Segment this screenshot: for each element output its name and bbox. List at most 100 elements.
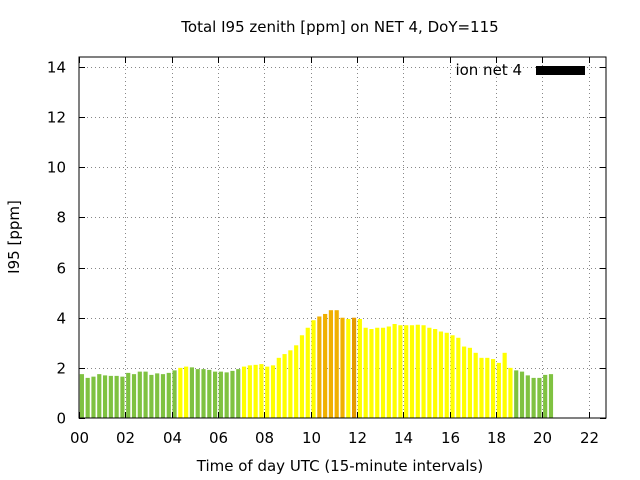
bar [531, 377, 536, 418]
x-tick-label: 12 [348, 429, 367, 447]
bar [386, 326, 391, 418]
bar [375, 327, 380, 418]
y-tick-label: 4 [56, 310, 66, 328]
bar [166, 372, 171, 419]
bar [85, 377, 90, 418]
bar [490, 359, 496, 418]
bar [114, 375, 119, 418]
bar [462, 346, 467, 418]
bar [543, 374, 548, 418]
x-tick-label: 20 [533, 429, 552, 447]
bar [184, 366, 189, 418]
bar [519, 371, 525, 418]
bar [172, 370, 177, 418]
x-tick-label: 22 [580, 429, 599, 447]
bar [160, 374, 166, 418]
bar [450, 335, 455, 418]
x-tick-label: 04 [163, 429, 182, 447]
bar [213, 371, 218, 418]
x-tick-label: 18 [487, 429, 506, 447]
bar [514, 370, 519, 418]
bar [270, 365, 276, 418]
bar [508, 367, 513, 418]
x-tick-label: 02 [116, 429, 135, 447]
y-tick-label: 12 [47, 109, 66, 127]
bar [328, 310, 333, 418]
y-tick-label: 2 [56, 360, 66, 378]
bar [230, 370, 235, 418]
bar [131, 374, 137, 418]
bar [323, 313, 328, 418]
x-tick-label: 10 [302, 429, 321, 447]
bar [79, 374, 84, 418]
bar [398, 325, 403, 418]
bar [102, 375, 108, 418]
bar [120, 376, 125, 418]
bar [369, 329, 374, 418]
bar [548, 374, 554, 418]
bar [97, 374, 102, 418]
bar [236, 369, 241, 418]
bar [91, 376, 96, 418]
bar [189, 367, 195, 418]
bar [224, 372, 229, 418]
bar [126, 372, 131, 419]
bar [473, 352, 478, 418]
bar [282, 354, 287, 418]
bar [201, 369, 206, 418]
x-tick-label: 08 [255, 429, 274, 447]
bar [334, 310, 339, 418]
bar [404, 325, 409, 418]
y-tick-label: 14 [47, 59, 66, 77]
y-axis-label: I95 [ppm] [5, 200, 23, 274]
bar [299, 335, 305, 418]
bar [438, 331, 444, 418]
bar [380, 327, 386, 418]
bar [311, 320, 316, 418]
bar [352, 317, 357, 418]
bar [276, 357, 281, 418]
bar [137, 371, 142, 418]
bar [143, 371, 148, 418]
bar [444, 332, 449, 418]
bar [485, 357, 490, 418]
bar [340, 317, 345, 418]
bar [363, 327, 368, 418]
plot-frame [78, 56, 607, 419]
bar [241, 366, 247, 418]
bar [409, 325, 415, 418]
bar [346, 318, 351, 418]
bar [392, 323, 397, 418]
y-tick-label: 0 [56, 410, 66, 428]
bar [247, 365, 252, 418]
bar [525, 375, 530, 418]
y-tick-label: 8 [56, 209, 66, 227]
bar [294, 345, 299, 418]
bar [496, 362, 501, 418]
bar [357, 318, 362, 418]
bar [253, 364, 258, 418]
bar [421, 325, 426, 418]
bar [479, 357, 484, 418]
legend: ion net 4 [455, 61, 585, 79]
grid [79, 57, 606, 418]
bar [207, 369, 212, 418]
bar [502, 352, 507, 418]
bar [537, 377, 542, 418]
bar [218, 371, 223, 418]
bar [433, 329, 438, 418]
x-axis-label: Time of day UTC (15-minute intervals) [196, 457, 483, 475]
legend-label: ion net 4 [455, 61, 522, 79]
bar [415, 324, 420, 418]
y-tick-label: 6 [56, 260, 66, 278]
bar [149, 374, 154, 418]
bar [155, 373, 160, 418]
x-tick-label: 14 [394, 429, 413, 447]
y-tick-label: 10 [47, 159, 66, 177]
bar [317, 316, 322, 418]
bar [178, 367, 183, 418]
bar [305, 327, 310, 418]
chart-title: Total I95 zenith [ppm] on NET 4, DoY=115 [180, 18, 498, 36]
